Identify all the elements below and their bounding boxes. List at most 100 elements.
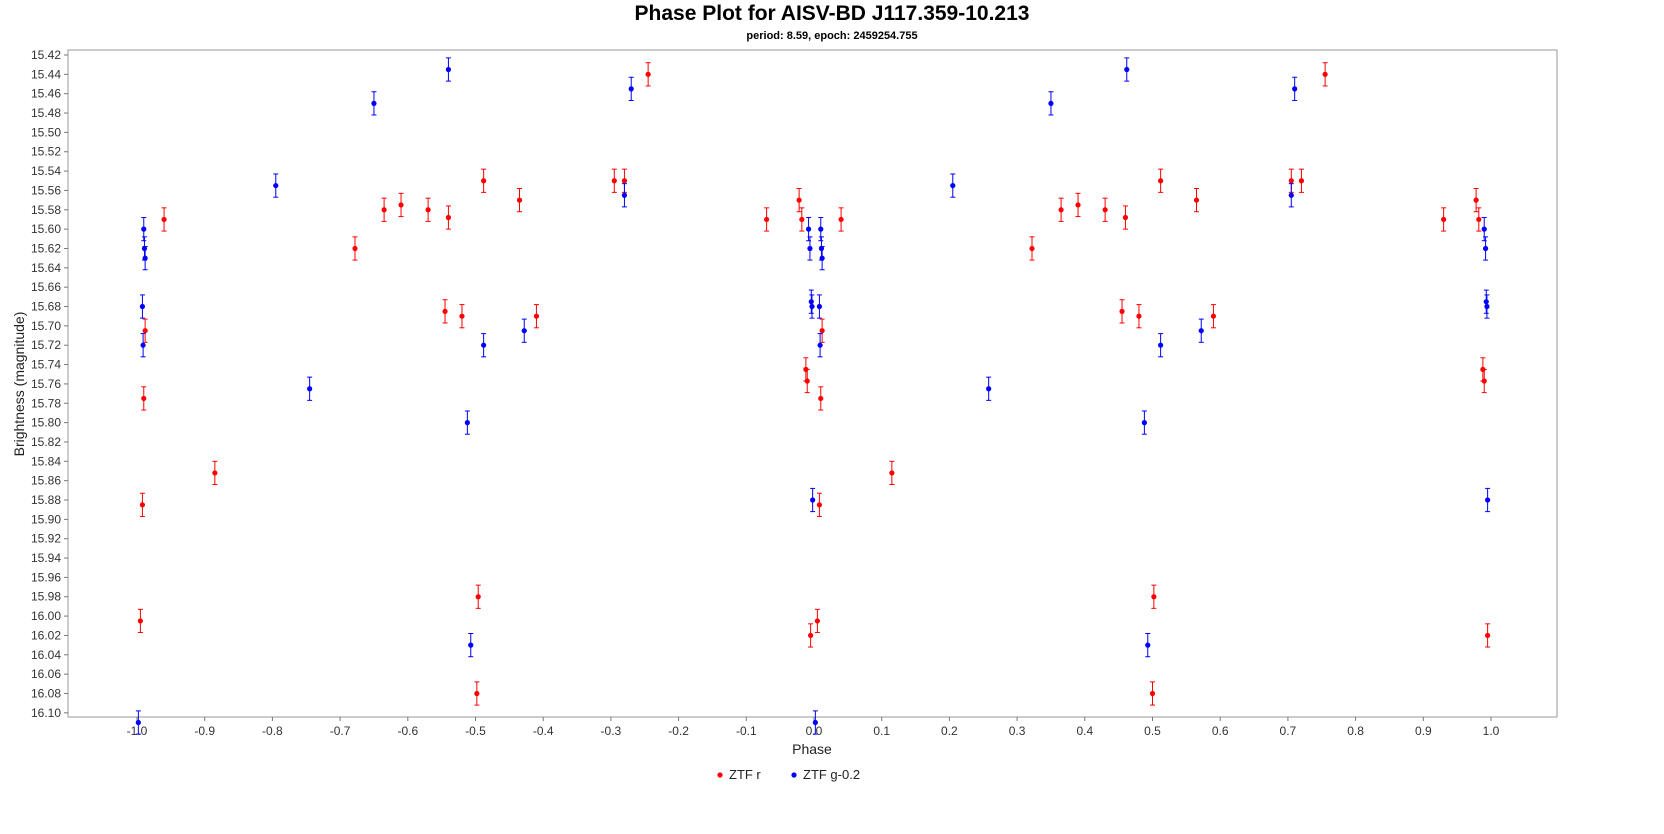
x-tick-label: 0.5: [1144, 724, 1161, 738]
ztf-r-point: [425, 197, 431, 222]
ztf-g-point: [1158, 333, 1164, 358]
ztf-r-point: [645, 62, 651, 87]
ztf-g-point: [1484, 294, 1490, 319]
ztf-r-point: [1119, 299, 1125, 324]
ztf-g-point: [816, 294, 823, 319]
x-tick-label: -0.4: [533, 724, 554, 738]
x-tick-label: 0.1: [873, 724, 890, 738]
x-tick-label: 1.0: [1483, 724, 1500, 738]
ztf-r-point: [1136, 304, 1142, 329]
ztf-g-point: [807, 236, 813, 261]
x-tick-label: 0.3: [1009, 724, 1026, 738]
ztf-g-point: [808, 289, 814, 314]
y-tick-label: 15.44: [31, 67, 61, 81]
y-tick-label: 15.54: [31, 164, 61, 178]
ztf-g-point: [371, 91, 377, 116]
y-tick-label: 15.80: [31, 416, 61, 430]
ztf-g-point: [140, 333, 146, 358]
ztf-r-point: [838, 207, 844, 232]
y-tick-label: 16.08: [31, 686, 61, 700]
ztf-r-point: [1322, 62, 1328, 87]
x-tick-label: -1.0: [127, 724, 148, 738]
ztf-g-point: [621, 183, 628, 208]
ztf-r-point: [474, 681, 480, 706]
legend-label: ZTF g-0.2: [803, 767, 860, 782]
x-axis-label: Phase: [792, 741, 832, 757]
y-tick-label: 16.04: [31, 648, 61, 662]
ztf-g-point: [481, 333, 487, 358]
chart-title: Phase Plot for AISV-BD J117.359-10.213: [634, 2, 1030, 25]
x-tick-label: -0.5: [465, 724, 486, 738]
ztf-r-point: [1029, 236, 1035, 261]
ztf-g-point: [628, 76, 634, 101]
ztf-r-point: [611, 168, 617, 193]
ztf-r-point: [808, 623, 814, 648]
ztf-r-point: [1473, 188, 1479, 213]
x-tick-label: -0.7: [330, 724, 351, 738]
ztf-r-point: [442, 299, 448, 324]
y-tick-label: 15.72: [31, 338, 61, 352]
y-axis-label: Brightness (magnitude): [11, 312, 27, 457]
y-axis-ticks: 15.42 15.44 15.46 15.48 15.50 15.52 15.54 15.56…: [31, 48, 68, 720]
ztf-g-point: [464, 410, 470, 435]
ztf-r-point: [1149, 681, 1156, 706]
ztf-r-point: [1158, 168, 1164, 193]
x-tick-label: 0.7: [1280, 724, 1297, 738]
y-tick-label: 15.78: [31, 396, 61, 410]
ztf-r-point: [481, 168, 487, 193]
ztf-r-point: [1441, 207, 1447, 232]
ztf-r-point: [212, 460, 218, 486]
ztf-g-point: [521, 318, 527, 343]
ztf-r-point: [137, 608, 143, 634]
ztf-r-point: [516, 188, 523, 213]
x-tick-label: -0.8: [262, 724, 283, 738]
x-tick-label: 0.9: [1415, 724, 1432, 738]
ztf-r-point: [818, 386, 824, 411]
y-tick-label: 15.48: [31, 106, 61, 120]
ztf-r-point: [1102, 197, 1108, 222]
ztf-g-point: [1292, 76, 1298, 101]
y-tick-label: 16.10: [31, 706, 61, 720]
ztf-g-point: [986, 376, 992, 401]
chart-subtitle: period: 8.59, epoch: 2459254.755: [746, 30, 918, 42]
ztf-r-point: [1210, 304, 1217, 329]
plot-area: [67, 49, 1558, 718]
y-tick-label: 15.76: [31, 377, 61, 391]
ztf-r-point: [533, 304, 540, 329]
ztf-r-point: [764, 207, 770, 232]
y-tick-label: 15.96: [31, 570, 61, 584]
legend-marker: [791, 772, 797, 778]
ztf-g-point: [1482, 236, 1489, 261]
legend-label: ZTF r: [729, 767, 761, 782]
ztf-g-point: [1145, 633, 1151, 658]
ztf-r-point: [1481, 368, 1487, 394]
x-tick-label: 0.2: [941, 724, 958, 738]
ztf-g-point: [307, 376, 313, 401]
y-tick-label: 15.68: [31, 300, 61, 314]
ztf-g-point: [273, 173, 279, 198]
ztf-g-point: [810, 487, 816, 513]
x-tick-label: 0.0: [806, 724, 823, 738]
ztf-r-point: [796, 188, 802, 213]
y-tick-label: 16.06: [31, 667, 61, 681]
data-marks: [135, 57, 1491, 735]
x-tick-label: -0.2: [668, 724, 689, 738]
ztf-g-point: [1198, 318, 1204, 343]
ztf-g-point: [142, 246, 148, 271]
y-tick-label: 15.46: [31, 87, 61, 101]
ztf-g-point: [1483, 289, 1489, 314]
x-tick-label: 0.6: [1212, 724, 1229, 738]
ztf-r-point: [352, 236, 358, 261]
ztf-r-point: [1058, 197, 1064, 222]
y-tick-label: 15.64: [31, 261, 61, 275]
x-tick-label: 0.4: [1076, 724, 1093, 738]
ztf-r-point: [814, 608, 820, 634]
y-tick-label: 16.00: [31, 609, 61, 623]
x-tick-label: -0.1: [736, 724, 757, 738]
ztf-g-point: [445, 57, 452, 82]
ztf-g-point: [1124, 57, 1130, 82]
ztf-r-point: [475, 584, 481, 609]
legend: ZTF r ZTF g-0.2: [717, 767, 860, 782]
y-tick-label: 15.86: [31, 474, 61, 488]
